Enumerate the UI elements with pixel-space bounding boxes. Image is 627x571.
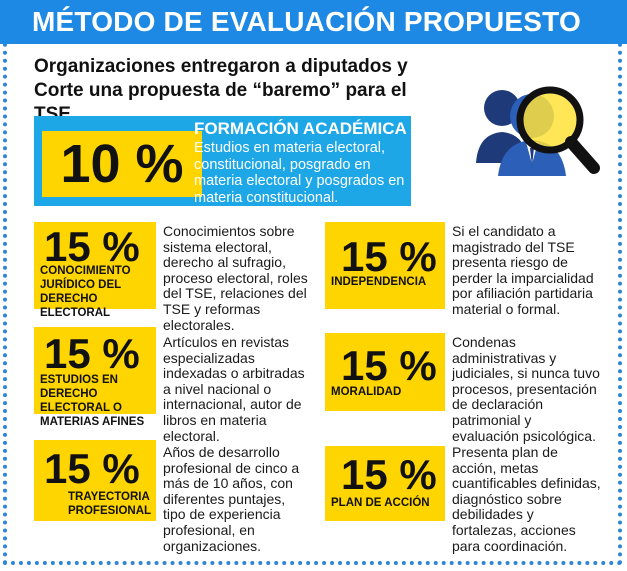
criterion-percent: 15 %: [44, 223, 140, 270]
page-title: MÉTODO DE EVALUACIÓN PROPUESTO: [32, 6, 581, 37]
criterion-description: Si el candidato a magistrado del TSE pre…: [452, 223, 594, 317]
criterion-card-knowledge: 15 % CONOCIMIENTO JURÍDICO DEL DERECHO E…: [34, 222, 156, 319]
criterion-label: ESTUDIOS EN DERECHO ELECTORAL O MATERIAS…: [40, 374, 145, 428]
criterion-card-independence: 15 % INDEPENDENCIA: [325, 222, 445, 309]
header-banner: MÉTODO DE EVALUACIÓN PROPUESTO: [0, 0, 627, 44]
criterion-description: Presenta plan de acción, metas cuantific…: [452, 444, 601, 554]
criterion-percent: 15 %: [341, 342, 437, 389]
criterion-percent: 15 %: [44, 330, 140, 377]
criterion-description: Condenas administrativas y judiciales, s…: [452, 334, 600, 444]
criterion-percent: 15 %: [44, 445, 140, 492]
criterion-card-studies: 15 % ESTUDIOS EN DERECHO ELECTORAL O MAT…: [34, 327, 156, 428]
criterion-description: Conocimientos sobre sistema electoral, d…: [163, 223, 308, 333]
dotted-frame: [3, 3, 622, 565]
criterion-card-morality: 15 % MORALIDAD: [325, 333, 445, 411]
criterion-label: INDEPENDENCIA: [331, 276, 427, 288]
criterion-description: Artículos en revistas especializadas ind…: [163, 334, 305, 444]
criterion-label: PLAN DE ACCIÓN: [331, 497, 430, 509]
academic-card: 10 %: [34, 116, 411, 206]
criterion-card-action-plan: 15 % PLAN DE ACCIÓN: [325, 446, 445, 521]
academic-title: FORMACIÓN ACADÉMICA: [194, 119, 407, 138]
people-magnifier-icon: [462, 68, 602, 198]
criterion-label: CONOCIMIENTO JURÍDICO DEL DERECHO ELECTO…: [40, 265, 131, 319]
academic-description: Estudios en materia electoral, constituc…: [194, 140, 405, 206]
criterion-percent: 15 %: [341, 451, 437, 498]
criterion-description: Años de desarrollo profesional de cinco …: [163, 444, 300, 554]
criterion-percent: 15 %: [341, 233, 437, 280]
criterion-card-career: 15 % TRAYECTORIA PROFESIONAL: [34, 440, 156, 521]
academic-percent: 10 %: [42, 131, 202, 197]
criterion-label: TRAYECTORIA PROFESIONAL: [68, 491, 152, 517]
criterion-label: MORALIDAD: [331, 386, 402, 398]
